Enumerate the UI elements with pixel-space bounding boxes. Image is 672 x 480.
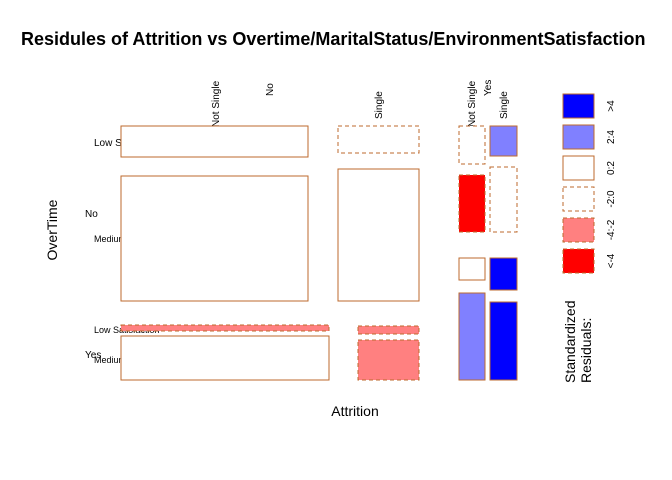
mosaic-cell-no-not-single-ot-no-low-satisfaction xyxy=(120,125,309,158)
legend-swatch xyxy=(562,155,595,181)
mosaic-cell-yes-single-ot-yes-low-satisfaction xyxy=(489,257,518,291)
mosaic-cell-no-not-single-ot-no-medium-or-high-satisfaction xyxy=(120,175,309,302)
legend-swatch xyxy=(562,217,595,243)
legend-swatch xyxy=(562,93,595,119)
mosaic-cell-yes-single-ot-no-low-satisfaction xyxy=(489,125,518,157)
column-label-marital-status: Not Single xyxy=(211,80,222,127)
mosaic-cell-no-single-ot-no-low-satisfaction xyxy=(337,125,420,154)
mosaic-cell-no-single-ot-yes-medium-or-high-satisfaction xyxy=(357,339,420,381)
legend-label: -4:-2 xyxy=(606,219,617,240)
legend-swatch xyxy=(562,186,595,212)
mosaic-cell-no-single-ot-no-medium-or-high-satisfaction xyxy=(337,168,420,302)
mosaic-cell-no-single-ot-yes-low-satisfaction xyxy=(357,325,420,335)
mosaic-cell-no-not-single-ot-yes-low-satisfaction xyxy=(120,324,330,332)
column-label-marital-status: Single xyxy=(499,91,510,119)
row-label-overtime: No xyxy=(85,209,98,220)
x-axis-label: Attrition xyxy=(331,403,378,419)
column-label-marital-status: Not Single xyxy=(467,80,478,127)
legend-swatch xyxy=(562,248,595,274)
mosaic-cell-yes-single-ot-no-medium-or-high-satisfaction xyxy=(489,166,518,233)
column-label-marital-status: Single xyxy=(374,91,385,119)
mosaic-cell-yes-not-single-ot-no-low-satisfaction xyxy=(458,125,486,165)
legend-label: -2:0 xyxy=(606,190,617,208)
mosaic-cell-yes-single-ot-yes-medium-or-high-satisfaction xyxy=(489,301,518,381)
column-label-attrition: Yes xyxy=(483,80,494,96)
mosaic-cell-no-not-single-ot-yes-medium-or-high-satisfaction xyxy=(120,335,330,381)
legend-title: Residuals: xyxy=(578,318,594,383)
row-label-overtime: Yes xyxy=(85,350,101,361)
y-axis-label: OverTime xyxy=(44,199,60,260)
legend-swatch xyxy=(562,124,595,150)
mosaic-cell-yes-not-single-ot-yes-low-satisfaction xyxy=(458,257,486,281)
mosaic-cell-yes-not-single-ot-yes-medium-or-high-satisfaction xyxy=(458,292,486,381)
chart-title: Residules of Attrition vs Overtime/Marit… xyxy=(21,29,646,49)
legend-label: <-4 xyxy=(606,253,617,268)
legend-title: Standardized xyxy=(562,300,578,383)
legend-label: 0:2 xyxy=(606,161,617,175)
column-label-attrition: No xyxy=(265,83,276,96)
legend-label: 2:4 xyxy=(606,130,617,144)
legend-label: >4 xyxy=(606,100,617,112)
mosaic-cell-yes-not-single-ot-no-medium-or-high-satisfaction xyxy=(458,174,486,233)
